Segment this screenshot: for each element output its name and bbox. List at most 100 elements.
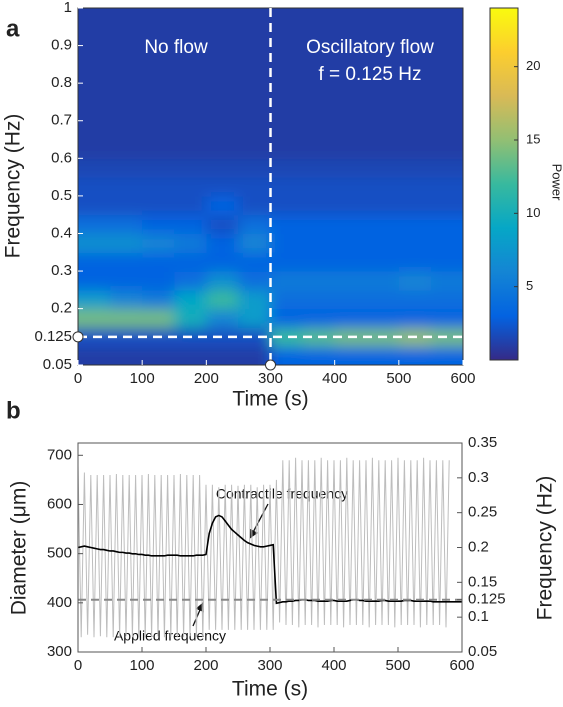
heatmap-cell [366, 64, 400, 84]
heatmap-cell [334, 214, 368, 235]
heatmap-cell [206, 45, 240, 65]
heatmap-cell [78, 233, 111, 253]
heatmap-cell [398, 26, 432, 47]
heatmap-cell [398, 308, 432, 329]
heatmap-cell [78, 101, 111, 122]
x-tick-label: 600 [450, 370, 475, 387]
heatmap-cell [206, 158, 240, 178]
heatmap-cell [366, 252, 400, 272]
x-tick-label: 0 [74, 657, 82, 674]
y-tick-label: 0.2 [51, 300, 72, 317]
y-tick-label: 0.8 [51, 74, 72, 91]
heatmap-cell [366, 195, 400, 216]
y-axis-label: Frequency (Hz) [2, 114, 25, 259]
colorbar-tick-label: 15 [526, 131, 540, 146]
y-tick-label: 0.5 [51, 187, 72, 204]
heatmap-cell [398, 8, 432, 28]
heatmap-cell [270, 308, 304, 329]
colorbar-tick-label: 10 [526, 205, 540, 220]
heatmap-cell [238, 101, 272, 122]
y2-tick-label: 0.15 [468, 573, 497, 590]
heatmap-cell [334, 120, 368, 141]
heatmap-cell [78, 195, 111, 216]
heatmap-cell [334, 101, 368, 122]
heatmap-cell [174, 83, 207, 103]
heatmap-cell [78, 214, 111, 235]
heatmap-cell [334, 252, 368, 272]
heatmap-cell [110, 289, 143, 310]
heatmap-cell [430, 101, 463, 122]
heatmap-cell [142, 101, 175, 122]
heatmap-cell [142, 252, 175, 272]
heatmap-cell [334, 45, 368, 65]
heatmap-cell [270, 252, 304, 272]
heatmap-cell [174, 45, 207, 65]
annotation: No flow [144, 37, 208, 58]
heatmap-cell [302, 139, 336, 159]
heatmap-cell [430, 308, 463, 329]
heatmap-cell [174, 101, 207, 122]
heatmap-cell [302, 83, 336, 103]
heatmap-cell [238, 271, 272, 291]
heatmap-cell [430, 8, 463, 28]
x-tick-label: 400 [322, 370, 347, 387]
heatmap-cell [206, 101, 240, 122]
x-tick-label: 500 [386, 370, 411, 387]
data-line [77, 514, 462, 605]
heatmap-cell [206, 252, 240, 272]
heatmap-cell [142, 8, 175, 28]
heatmap-cell [78, 120, 111, 141]
y-tick-label: 500 [47, 545, 72, 562]
heatmap-cell [270, 45, 304, 65]
heatmap-cell [110, 64, 143, 84]
y-tick-label: 0.4 [51, 224, 72, 241]
heatmap-cell [430, 83, 463, 103]
heatmap-cell [78, 177, 111, 197]
heatmap-cell [302, 195, 336, 216]
heatmap-cell [142, 45, 175, 65]
y2-tick-label: 0.2 [468, 538, 489, 555]
heatmap-cell [238, 83, 272, 103]
heatmap-cell [238, 214, 272, 235]
x-tick-label: 300 [257, 657, 282, 674]
heatmap-cell [334, 158, 368, 178]
y-tick-label: 300 [47, 643, 72, 660]
heatmap [78, 8, 463, 365]
heatmap-cell [78, 45, 111, 65]
heatmap-cell [142, 195, 175, 216]
y-tick-label: 0.05 [43, 356, 72, 373]
heatmap-cell [398, 45, 432, 65]
y-tick-label: 0.3 [51, 262, 72, 279]
heatmap-cell [110, 308, 143, 329]
heatmap-cell [302, 101, 336, 122]
heatmap-cell [398, 195, 432, 216]
heatmap-cell [78, 83, 111, 103]
heatmap-cell [78, 8, 111, 28]
heatmap-cell [110, 346, 143, 365]
heatmap-cell [302, 177, 336, 197]
x-tick-label: 600 [449, 657, 474, 674]
heatmap-cell [366, 308, 400, 329]
heatmap-cell [110, 214, 143, 235]
heatmap-cell [142, 271, 175, 291]
heatmap-cell [430, 252, 463, 272]
heatmap-cell [366, 45, 400, 65]
heatmap-cell [110, 177, 143, 197]
y2-tick-label: 0.3 [468, 469, 489, 486]
heatmap-cell [174, 64, 207, 84]
heatmap-cell [302, 289, 336, 310]
heatmap-cell [430, 139, 463, 159]
heatmap-cell [302, 346, 336, 365]
heatmap-cell [206, 8, 240, 28]
heatmap-cell [334, 195, 368, 216]
heatmap-cell [238, 289, 272, 310]
heatmap-cell [270, 64, 304, 84]
colorbar-tick-label: 20 [526, 58, 540, 73]
heatmap-cell [78, 271, 111, 291]
heatmap-cell [398, 346, 432, 365]
heatmap-cell [366, 346, 400, 365]
heatmap-cell [174, 252, 207, 272]
y-tick-label: 600 [47, 495, 72, 512]
heatmap-cell [206, 26, 240, 47]
heatmap-cell [174, 8, 207, 28]
